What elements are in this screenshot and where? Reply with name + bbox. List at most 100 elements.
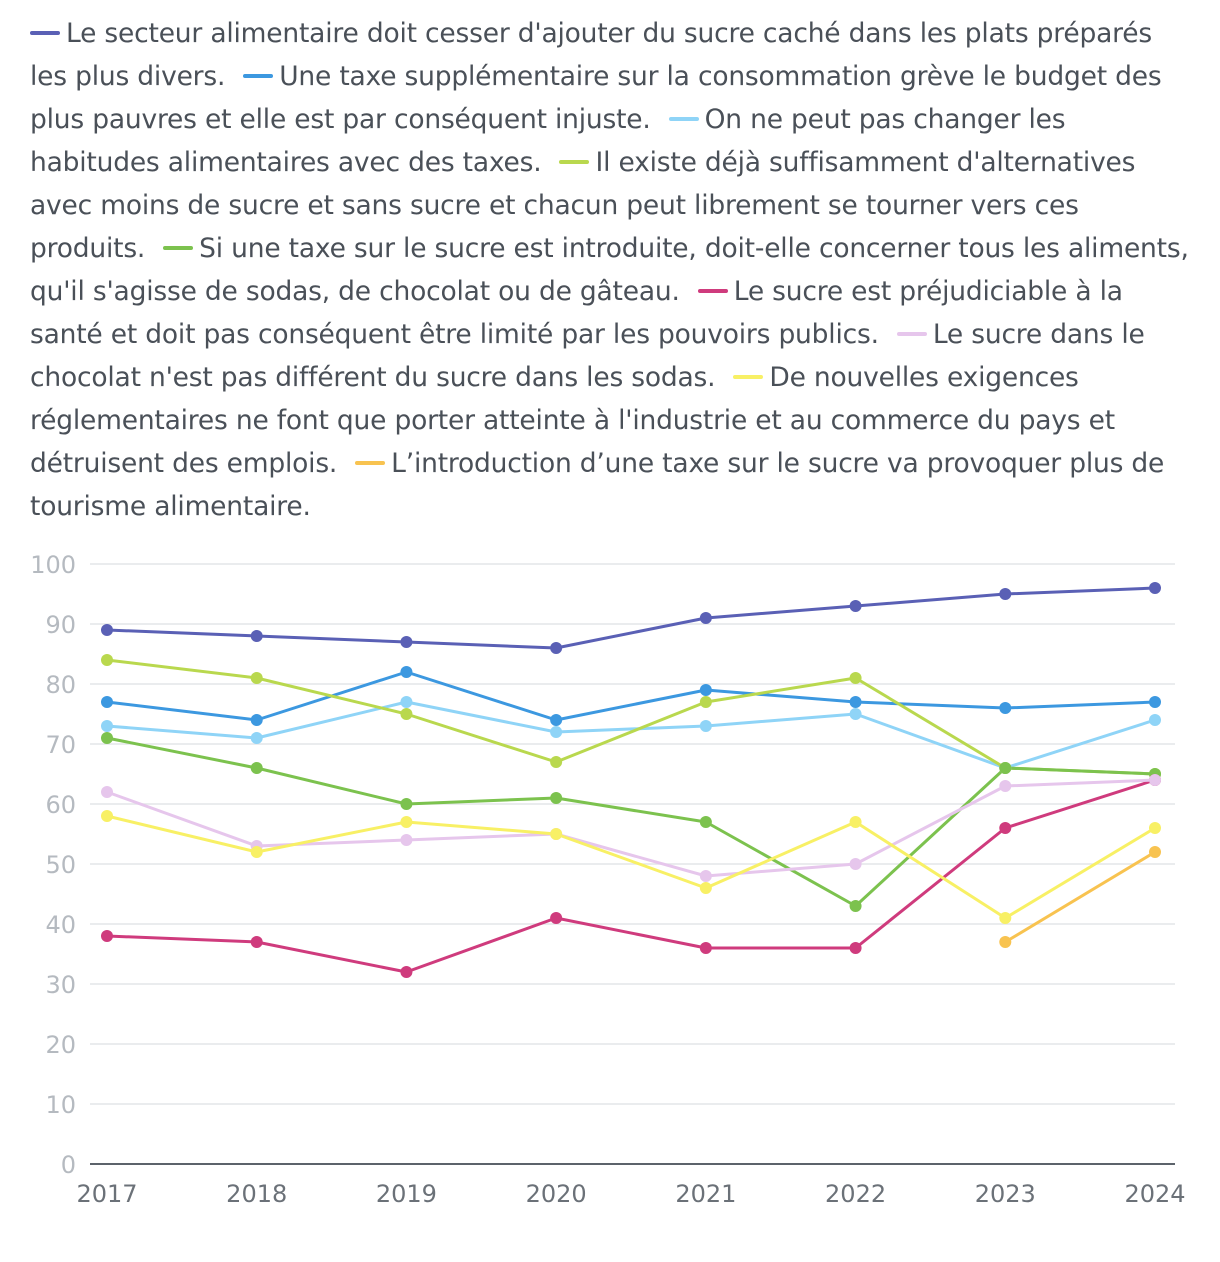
legend-item[interactable]: De nouvelles exigences réglementaires ne…: [30, 362, 1115, 479]
data-point[interactable]: [699, 942, 712, 954]
data-point[interactable]: [699, 816, 712, 828]
data-point[interactable]: [699, 612, 712, 624]
data-point[interactable]: [250, 630, 263, 642]
data-point[interactable]: [400, 636, 413, 648]
legend-swatch: [896, 331, 927, 336]
y-tick-label: 60: [45, 791, 76, 819]
legend-swatch: [243, 73, 274, 78]
grid: [90, 563, 1175, 1165]
data-point[interactable]: [849, 942, 862, 954]
data-point[interactable]: [550, 714, 563, 726]
series-line[interactable]: [105, 814, 1157, 920]
data-point[interactable]: [699, 882, 712, 894]
data-point[interactable]: [101, 786, 113, 798]
legend-item[interactable]: Il existe déjà suffisamment d'alternativ…: [30, 147, 1135, 264]
data-point[interactable]: [849, 600, 862, 612]
data-point[interactable]: [400, 666, 413, 678]
data-point[interactable]: [101, 732, 113, 744]
x-tick-label: 2024: [1124, 1180, 1185, 1208]
data-point[interactable]: [849, 696, 862, 708]
data-point[interactable]: [101, 810, 113, 822]
data-point[interactable]: [400, 966, 413, 978]
data-point[interactable]: [999, 762, 1012, 774]
data-point[interactable]: [999, 912, 1012, 924]
data-point[interactable]: [849, 708, 862, 720]
data-point[interactable]: [550, 726, 563, 738]
data-point[interactable]: [999, 822, 1012, 834]
data-point[interactable]: [1149, 822, 1161, 834]
legend-item[interactable]: On ne peut pas changer les habitudes ali…: [30, 104, 1066, 178]
data-point[interactable]: [699, 720, 712, 732]
data-point[interactable]: [550, 828, 563, 840]
legend-label: Il existe déjà suffisamment d'alternativ…: [30, 147, 1136, 264]
legend-item[interactable]: Le sucre dans le chocolat n'est pas diff…: [30, 319, 1145, 393]
legend-swatch: [355, 460, 386, 465]
data-point[interactable]: [849, 816, 862, 828]
y-tick-label: 70: [45, 731, 76, 759]
legend-item[interactable]: Une taxe supplémentaire sur la consommat…: [30, 61, 1162, 135]
data-point[interactable]: [400, 834, 413, 846]
series-line[interactable]: [1003, 850, 1157, 944]
data-point[interactable]: [699, 684, 712, 696]
y-tick-label: 80: [45, 671, 76, 699]
series-line[interactable]: [105, 778, 1157, 878]
x-tick-label: 2018: [226, 1180, 287, 1208]
data-point[interactable]: [250, 762, 263, 774]
data-point[interactable]: [999, 702, 1012, 714]
data-point[interactable]: [250, 732, 263, 744]
y-tick-label: 90: [45, 611, 76, 639]
data-point[interactable]: [550, 792, 563, 804]
data-point[interactable]: [400, 708, 413, 720]
data-point[interactable]: [999, 588, 1012, 600]
x-tick-label: 2021: [675, 1180, 736, 1208]
data-point[interactable]: [849, 858, 862, 870]
data-point[interactable]: [250, 936, 263, 948]
y-tick-label: 0: [61, 1151, 76, 1179]
data-point[interactable]: [699, 870, 712, 882]
x-tick-label: 2017: [76, 1180, 137, 1208]
data-point[interactable]: [101, 624, 113, 636]
series-line[interactable]: [105, 778, 1157, 974]
y-axis: 0 10 20 30 40 50 60 70 80 90 100: [30, 551, 76, 1179]
legend: Le secteur alimentaire doit cesser d'ajo…: [30, 12, 1190, 528]
legend-item[interactable]: Si une taxe sur le sucre est introduite,…: [30, 233, 1189, 307]
series-line[interactable]: [105, 736, 1157, 908]
data-point[interactable]: [999, 780, 1012, 792]
data-point[interactable]: [400, 696, 413, 708]
data-point[interactable]: [250, 714, 263, 726]
legend-item[interactable]: L’introduction d’une taxe sur le sucre v…: [30, 448, 1164, 522]
data-point[interactable]: [849, 672, 862, 684]
data-point[interactable]: [1149, 696, 1161, 708]
data-point[interactable]: [400, 816, 413, 828]
data-point[interactable]: [1149, 774, 1161, 786]
legend-item[interactable]: Le sucre est préjudiciable à la santé et…: [30, 276, 1123, 350]
data-point[interactable]: [101, 930, 113, 942]
legend-label: L’introduction d’une taxe sur le sucre v…: [30, 448, 1165, 522]
data-point[interactable]: [1149, 714, 1161, 726]
data-point[interactable]: [849, 900, 862, 912]
data-point[interactable]: [101, 720, 113, 732]
data-point[interactable]: [1149, 582, 1161, 594]
data-point[interactable]: [550, 912, 563, 924]
y-tick-label: 20: [45, 1031, 76, 1059]
series-line[interactable]: [105, 670, 1157, 722]
series-line[interactable]: [105, 658, 1157, 776]
data-point[interactable]: [101, 696, 113, 708]
data-point[interactable]: [101, 654, 113, 666]
data-point[interactable]: [400, 798, 413, 810]
series-line[interactable]: [105, 586, 1157, 650]
data-point[interactable]: [1149, 846, 1161, 858]
legend-item[interactable]: Le secteur alimentaire doit cesser d'ajo…: [30, 18, 1152, 92]
legend-label: Le secteur alimentaire doit cesser d'ajo…: [30, 18, 1152, 92]
data-point[interactable]: [550, 642, 563, 654]
legend-swatch: [697, 288, 728, 293]
data-point[interactable]: [699, 696, 712, 708]
data-point[interactable]: [550, 756, 563, 768]
data-point[interactable]: [250, 846, 263, 858]
data-point[interactable]: [999, 936, 1012, 948]
series-line[interactable]: [105, 700, 1157, 770]
y-tick-label: 100: [30, 551, 76, 579]
data-point[interactable]: [250, 672, 263, 684]
y-tick-label: 40: [45, 911, 76, 939]
